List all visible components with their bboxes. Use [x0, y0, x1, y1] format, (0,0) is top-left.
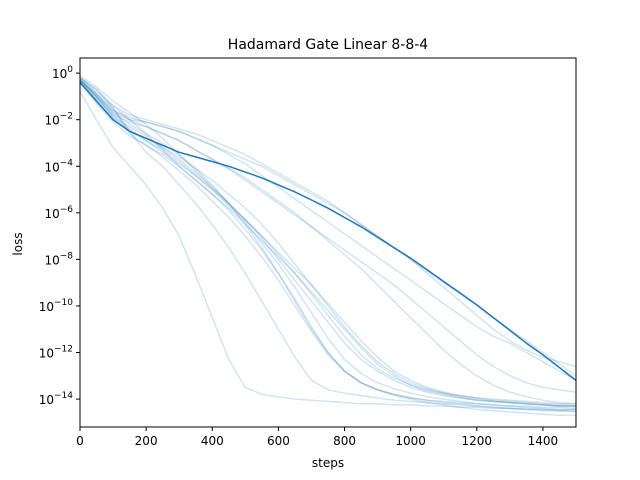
x-tick-label: 400 — [201, 434, 224, 448]
x-tick-label: 1400 — [528, 434, 559, 448]
axes-frame — [79, 57, 577, 428]
series-line-2 — [79, 79, 576, 412]
x-tick-label: 1200 — [462, 434, 493, 448]
series-line-4 — [79, 79, 576, 411]
series-lines — [79, 74, 577, 417]
series-line-13 — [79, 79, 577, 368]
x-tick-label: 0 — [76, 434, 84, 448]
y-tick-label: 10−2 — [44, 112, 73, 128]
series-line-1 — [79, 91, 576, 411]
x-axis-label: steps — [312, 456, 344, 470]
series-line-16 — [79, 79, 577, 410]
series-line-11 — [79, 79, 577, 393]
series-line-7 — [79, 79, 576, 405]
series-line-9 — [79, 74, 577, 407]
x-tick-label: 200 — [135, 434, 158, 448]
series-line-15 — [79, 81, 576, 407]
series-line-14 — [79, 77, 577, 377]
y-axis-ticks: 100 10−2 10−4 10−6 10−8 10−10 10−12 10−14 — [39, 65, 80, 407]
chart-title: Hadamard Gate Linear 8-8-4 — [228, 37, 428, 53]
y-axis-label: loss — [11, 232, 25, 255]
series-line-6 — [79, 77, 576, 407]
y-tick-label: 10−8 — [44, 251, 73, 267]
x-tick-label: 800 — [333, 434, 356, 448]
x-tick-label: 600 — [267, 434, 290, 448]
y-tick-label: 10−14 — [39, 391, 74, 407]
y-tick-label: 100 — [52, 65, 73, 81]
series-line-12 — [79, 77, 577, 382]
series-line-3 — [79, 77, 576, 417]
y-tick-label: 10−6 — [44, 205, 73, 221]
series-line-5 — [79, 81, 576, 407]
series-line-10 — [79, 79, 577, 405]
series-line-8 — [79, 81, 577, 413]
y-tick-label: 10−4 — [44, 158, 73, 174]
y-tick-label: 10−12 — [39, 345, 73, 361]
y-tick-label: 10−10 — [39, 298, 74, 314]
x-tick-label: 1000 — [395, 434, 426, 448]
x-axis-ticks: 0 200 400 600 800 1000 1200 1400 — [76, 427, 558, 448]
series-line-highlight — [79, 81, 577, 381]
